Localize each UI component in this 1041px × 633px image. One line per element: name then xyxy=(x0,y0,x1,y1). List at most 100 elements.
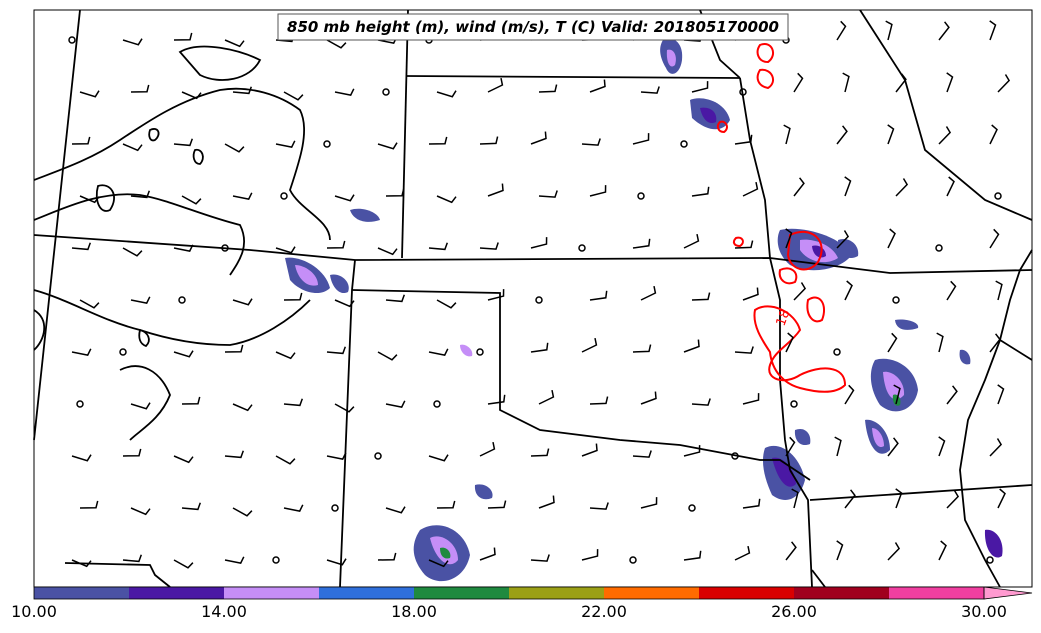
wind-barb xyxy=(122,38,143,46)
wind-barb xyxy=(224,344,244,353)
wind-barb xyxy=(632,133,650,145)
wind-barb xyxy=(844,384,855,405)
wind-barb xyxy=(232,403,253,412)
colorbar-segment xyxy=(34,587,130,599)
wind-barb xyxy=(377,247,398,256)
wind-barb xyxy=(173,32,193,41)
wind-barb xyxy=(479,136,499,145)
calm-wind-marker xyxy=(119,348,127,356)
wind-barb xyxy=(946,490,960,509)
wind-barb xyxy=(385,294,406,303)
calm-wind-marker xyxy=(935,244,943,252)
wind-barb xyxy=(377,142,398,150)
wind-barb xyxy=(946,72,954,93)
wind-barb xyxy=(793,177,805,197)
wind-barb xyxy=(122,448,142,457)
colorbar-segment xyxy=(224,587,320,599)
wind-barb xyxy=(989,124,998,145)
wind-barb xyxy=(734,240,754,249)
wind-barb xyxy=(691,186,710,197)
wind-barb xyxy=(173,138,194,147)
wind-barb xyxy=(181,396,201,405)
wind-barb xyxy=(224,450,245,459)
wind-barb xyxy=(530,448,550,457)
wind-barb xyxy=(844,176,852,197)
wind-barb xyxy=(691,81,709,93)
wind-barb xyxy=(181,502,202,511)
colorbar-segment xyxy=(319,587,415,599)
wind-barb xyxy=(742,287,759,301)
wind-barb xyxy=(436,299,457,309)
wind-barb xyxy=(79,500,99,509)
wind-barb xyxy=(640,86,660,94)
colorbar-tick-label: 14.00 xyxy=(201,602,247,621)
wind-barb xyxy=(130,507,151,516)
wind-barb xyxy=(377,351,398,361)
wind-barb xyxy=(538,190,558,198)
colorbar-labels: 10.00 14.00 18.00 22.00 26.00 30.00 xyxy=(11,602,1007,621)
calm-wind-marker xyxy=(331,504,339,512)
wind-barb xyxy=(844,280,853,301)
wind-barb xyxy=(71,559,92,568)
colorbar-tick-label: 10.00 xyxy=(11,602,57,621)
wind-barb xyxy=(887,228,896,249)
wind-barb xyxy=(640,285,657,301)
wind-barb xyxy=(428,348,449,356)
wind-barb xyxy=(181,195,202,205)
wind-barb xyxy=(79,90,100,98)
wind-barb xyxy=(887,437,899,457)
wind-barb xyxy=(783,124,791,145)
calm-wind-marker xyxy=(323,140,331,148)
wind-barb xyxy=(632,238,651,249)
wind-barb xyxy=(589,290,608,301)
wind-barb xyxy=(275,140,296,148)
calm-wind-marker xyxy=(374,452,382,460)
calm-wind-marker xyxy=(433,400,441,408)
map-title-box: 850 mb height (m), wind (m/s), T (C) Val… xyxy=(277,13,789,41)
wind-barb xyxy=(224,39,245,48)
wind-barb xyxy=(734,346,754,354)
wind-barb xyxy=(938,540,947,561)
wind-barb xyxy=(887,124,895,145)
wind-barb xyxy=(989,20,997,41)
wind-barb xyxy=(632,450,652,458)
wind-barb xyxy=(683,233,700,249)
calm-wind-marker xyxy=(382,88,390,96)
wind-barb xyxy=(632,344,652,353)
wind-barb xyxy=(538,84,558,93)
wind-barb xyxy=(224,556,245,564)
colorbar-segment xyxy=(889,587,985,599)
colorbar-tick-label: 26.00 xyxy=(771,602,817,621)
calm-wind-marker xyxy=(221,244,229,252)
wind-barb xyxy=(989,228,1000,249)
wind-barb xyxy=(487,289,505,301)
wind-barb xyxy=(946,385,958,405)
wind-barb xyxy=(989,333,1001,353)
colorbar-segment xyxy=(604,587,700,599)
calm-wind-marker xyxy=(280,192,288,200)
wind-barb xyxy=(173,455,194,464)
calm-wind-marker xyxy=(739,88,747,96)
wind-barb xyxy=(742,498,761,509)
colorbar-tick-label: 30.00 xyxy=(961,602,1007,621)
map-title: 850 mb height (m), wind (m/s), T (C) Val… xyxy=(287,18,779,36)
wind-barb xyxy=(479,547,496,561)
wind-barb xyxy=(283,504,304,512)
wind-barb xyxy=(530,554,550,562)
wind-barb xyxy=(130,84,150,93)
calm-wind-marker xyxy=(178,296,186,304)
calm-wind-marker xyxy=(535,296,543,304)
wind-barb xyxy=(334,88,355,96)
wind-barb xyxy=(181,91,202,100)
calm-wind-marker xyxy=(272,556,280,564)
wind-barb xyxy=(283,292,303,301)
colorbar-segment xyxy=(129,587,225,599)
wind-barb xyxy=(436,90,457,98)
temp-contour-label: 18 xyxy=(774,308,794,329)
calm-wind-marker xyxy=(994,192,1002,200)
wind-barb xyxy=(893,384,901,405)
calm-wind-marker xyxy=(76,400,84,408)
colorbar-segment xyxy=(794,587,890,599)
wind-barb xyxy=(842,72,850,93)
wind-barb xyxy=(326,558,347,566)
